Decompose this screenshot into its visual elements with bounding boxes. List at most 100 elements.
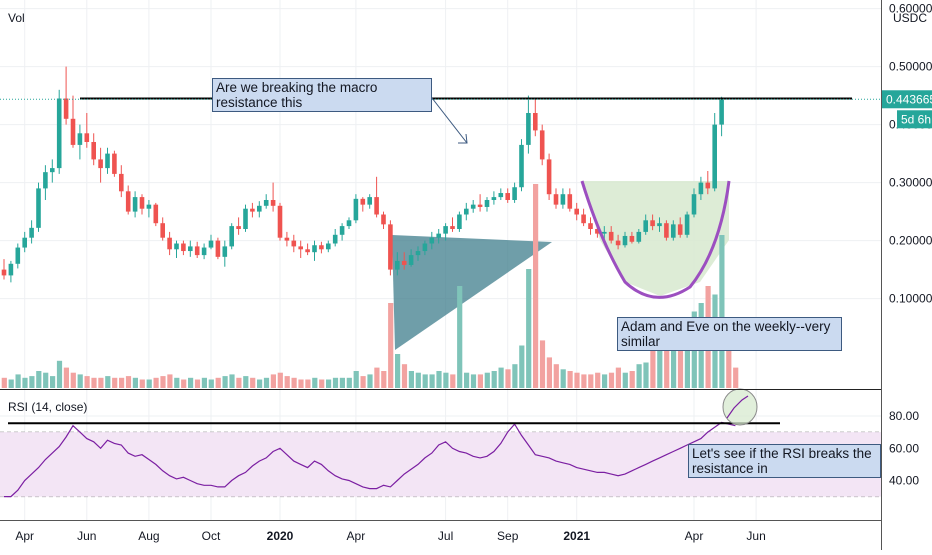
volume-bar bbox=[56, 360, 63, 388]
candles[interactable] bbox=[1, 66, 724, 283]
volume-bar bbox=[36, 371, 42, 388]
volume-bar bbox=[305, 379, 311, 388]
candle-body bbox=[581, 214, 586, 224]
volume-bar bbox=[250, 377, 256, 388]
volume-bar bbox=[519, 345, 525, 388]
drawings-front-layer[interactable] bbox=[0, 97, 881, 426]
rsi-tick-label: 40.00 bbox=[889, 474, 919, 488]
volume-bar bbox=[326, 379, 332, 388]
candle-body bbox=[346, 220, 352, 227]
volume-bar bbox=[339, 377, 345, 388]
volume-bar bbox=[346, 377, 352, 388]
candle-body bbox=[139, 197, 145, 209]
volume-bar bbox=[567, 371, 573, 388]
volume-bar bbox=[602, 374, 608, 388]
volume-bar bbox=[470, 374, 477, 388]
candle-body bbox=[50, 168, 55, 173]
volume-bar bbox=[98, 377, 104, 388]
candle-body bbox=[70, 118, 76, 145]
candle-body bbox=[339, 226, 345, 235]
price-axis[interactable]: 0.6000000.5000000.4000000.3000000.200000… bbox=[882, 2, 932, 488]
candle-body bbox=[484, 200, 490, 207]
candle-body bbox=[119, 173, 124, 192]
time-tick-label: 2020 bbox=[267, 529, 294, 543]
volume-bar bbox=[498, 367, 504, 388]
volume-bar bbox=[588, 374, 594, 388]
candle-body bbox=[263, 200, 269, 206]
volume-bar bbox=[429, 374, 435, 388]
volume-bar bbox=[208, 379, 214, 388]
candle-body bbox=[153, 204, 159, 224]
volume-bar bbox=[401, 364, 408, 388]
candle-body bbox=[643, 220, 648, 232]
countdown-tag bbox=[897, 110, 932, 129]
candle-body bbox=[636, 231, 642, 242]
countdown-value: 5d 6h bbox=[901, 112, 931, 126]
rsi-line-highlight bbox=[726, 395, 749, 419]
volume-bar bbox=[422, 374, 428, 388]
volume-bar bbox=[477, 374, 483, 388]
time-tick-label: Apr bbox=[15, 529, 34, 543]
candle-body bbox=[574, 208, 579, 215]
volume-bar bbox=[464, 372, 470, 388]
annotation-adam-eve[interactable]: Adam and Eve on the weekly--very similar… bbox=[617, 317, 842, 351]
volume-bar bbox=[581, 374, 587, 388]
candle-body bbox=[381, 214, 386, 225]
candle-body bbox=[691, 194, 697, 215]
volume-bar bbox=[1, 377, 7, 388]
volume-bar bbox=[167, 374, 173, 388]
time-axis[interactable]: Apr Jun Aug Oct 2020 Apr Jul Sep 2021 Apr Jun bbox=[15, 529, 765, 543]
volume-bar bbox=[650, 337, 656, 388]
volume-bar bbox=[112, 377, 118, 388]
annotation-rsi-note[interactable]: Let's see if the RSI breaks the resistan… bbox=[688, 444, 881, 478]
volume-bar bbox=[367, 374, 373, 388]
volume-bar bbox=[436, 371, 442, 388]
candle-body bbox=[401, 260, 407, 265]
volume-bar bbox=[132, 377, 138, 388]
candle-body bbox=[8, 263, 14, 276]
volume-bar bbox=[512, 364, 518, 388]
rsi-breakout-circle bbox=[722, 388, 758, 426]
candle-body bbox=[291, 240, 297, 247]
candle-body bbox=[505, 193, 510, 200]
volume-bar bbox=[125, 376, 132, 388]
volume-bar bbox=[664, 345, 670, 388]
candle-body bbox=[698, 182, 704, 195]
candle-body bbox=[243, 208, 248, 229]
candle-body bbox=[615, 240, 621, 246]
candle-body bbox=[719, 99, 724, 125]
volume-bar bbox=[443, 372, 449, 388]
volume-bar bbox=[560, 369, 566, 388]
candle-body bbox=[470, 204, 476, 209]
candle-body bbox=[257, 205, 262, 212]
candle-body bbox=[222, 246, 228, 257]
candle-body bbox=[125, 191, 131, 212]
candle-body bbox=[353, 198, 359, 221]
candle-body bbox=[567, 194, 573, 209]
volume-bar bbox=[622, 372, 628, 388]
volume-bar bbox=[22, 377, 28, 388]
candle-body bbox=[395, 260, 400, 270]
candle-body bbox=[450, 226, 455, 229]
candle-body bbox=[360, 198, 366, 205]
volume-bar bbox=[188, 377, 194, 388]
candle-body bbox=[477, 204, 483, 207]
volume-bar bbox=[733, 367, 739, 388]
volume-bar bbox=[139, 379, 145, 388]
candle-body bbox=[181, 243, 186, 252]
rsi-line bbox=[4, 421, 736, 498]
volume-bar bbox=[146, 379, 152, 388]
rsi-tick-label: 60.00 bbox=[889, 441, 919, 455]
candle-body bbox=[84, 133, 90, 142]
candle-body bbox=[588, 223, 593, 229]
volume-bar bbox=[360, 376, 366, 388]
time-tick-label: Sep bbox=[497, 529, 519, 543]
volume-bar bbox=[77, 374, 83, 388]
currency-label: USDC bbox=[893, 11, 927, 25]
candle-body bbox=[650, 220, 655, 227]
annotation-macro-resistance[interactable]: Are we breaking the macro resistance thi… bbox=[212, 78, 432, 112]
volume-bar bbox=[70, 372, 76, 388]
